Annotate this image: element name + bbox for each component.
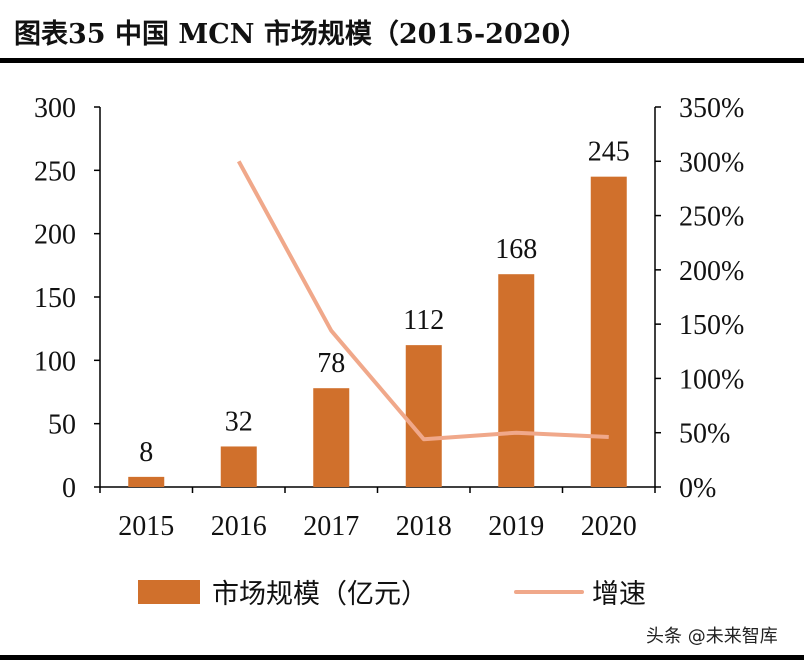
x-tick-label: 2020 bbox=[581, 511, 637, 542]
left-tick-label: 0 bbox=[62, 473, 76, 504]
chart-title: 图表35 中国 MCN 市场规模（2015-2020） bbox=[14, 19, 588, 50]
bar-data-label: 245 bbox=[588, 137, 630, 168]
left-tick-label: 150 bbox=[34, 283, 76, 314]
bottom-divider bbox=[0, 655, 804, 660]
x-tick-label: 2017 bbox=[303, 511, 359, 542]
bar-data-label: 112 bbox=[403, 305, 444, 336]
watermark: 头条 @未来智库 bbox=[646, 626, 778, 647]
bar-data-label: 78 bbox=[317, 348, 345, 379]
right-tick-label: 250% bbox=[679, 202, 744, 233]
legend-bar-swatch bbox=[138, 580, 200, 604]
bar bbox=[128, 476, 165, 487]
x-tick-label: 2015 bbox=[118, 511, 174, 542]
x-tick-label: 2016 bbox=[211, 511, 267, 542]
bar bbox=[590, 176, 627, 487]
bar-data-label: 8 bbox=[139, 437, 153, 468]
bar bbox=[220, 446, 257, 487]
bar bbox=[405, 345, 442, 487]
legend-line-label: 增速 bbox=[592, 579, 646, 609]
right-tick-label: 100% bbox=[679, 364, 744, 395]
left-tick-label: 300 bbox=[34, 93, 76, 124]
right-tick-label: 150% bbox=[679, 310, 744, 341]
right-tick-label: 0% bbox=[679, 473, 716, 504]
bar bbox=[498, 274, 535, 487]
right-tick-label: 50% bbox=[679, 419, 730, 450]
left-tick-label: 200 bbox=[34, 220, 76, 251]
left-tick-label: 50 bbox=[48, 410, 76, 441]
right-tick-label: 300% bbox=[679, 147, 744, 178]
bar-data-label: 32 bbox=[225, 406, 253, 437]
x-tick-label: 2019 bbox=[488, 511, 544, 542]
left-tick-label: 100 bbox=[34, 346, 76, 377]
right-tick-label: 200% bbox=[679, 256, 744, 287]
bar bbox=[313, 388, 350, 487]
x-tick-label: 2018 bbox=[396, 511, 452, 542]
legend-bar-label: 市场规模（亿元） bbox=[212, 579, 428, 609]
bar-data-label: 168 bbox=[495, 234, 537, 265]
top-divider bbox=[0, 58, 804, 63]
right-tick-label: 350% bbox=[679, 93, 744, 124]
left-tick-label: 250 bbox=[34, 156, 76, 187]
